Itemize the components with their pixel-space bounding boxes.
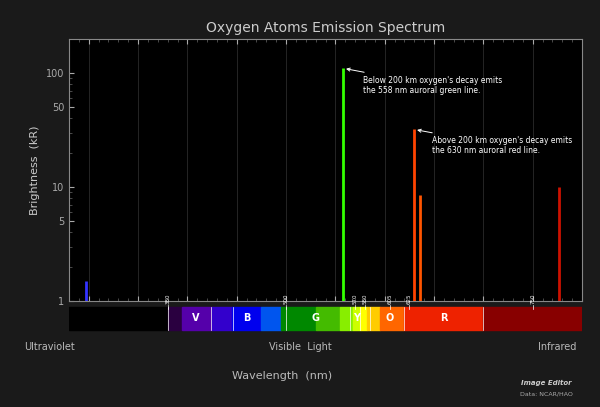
Text: 570: 570 (353, 293, 358, 304)
Text: 380: 380 (165, 293, 170, 304)
Bar (484, 306, 582, 330)
Bar (212, 306, 232, 330)
Bar (232, 306, 262, 330)
Bar (182, 306, 212, 330)
Bar (316, 306, 340, 330)
Text: Y: Y (353, 313, 361, 323)
Text: Image Editor: Image Editor (521, 380, 571, 386)
Text: R: R (440, 313, 448, 323)
Text: O: O (386, 313, 394, 323)
Bar (360, 306, 367, 330)
Text: V: V (191, 313, 199, 323)
Text: Above 200 km oxygen's decay emits
the 630 nm auroral red line.: Above 200 km oxygen's decay emits the 63… (418, 129, 572, 155)
Text: 605: 605 (387, 293, 392, 304)
Bar (281, 306, 316, 330)
Bar (353, 306, 360, 330)
Bar (69, 306, 167, 330)
Text: Data: NCAR/HAO: Data: NCAR/HAO (520, 391, 572, 396)
Text: B: B (243, 313, 250, 323)
Text: Below 200 km oxygen's decay emits
the 558 nm auroral green line.: Below 200 km oxygen's decay emits the 55… (347, 68, 502, 95)
Text: Ultraviolet: Ultraviolet (24, 342, 75, 352)
Bar (367, 306, 380, 330)
Text: 500: 500 (284, 293, 289, 304)
Title: Oxygen Atoms Emission Spectrum: Oxygen Atoms Emission Spectrum (206, 21, 445, 35)
Bar (262, 306, 281, 330)
Text: G: G (311, 313, 320, 323)
Text: 625: 625 (407, 293, 412, 304)
Text: Visible  Light: Visible Light (269, 342, 331, 352)
Bar (340, 306, 353, 330)
Text: 750: 750 (530, 293, 535, 304)
Y-axis label: Brightness  (kR): Brightness (kR) (30, 125, 40, 214)
Bar (404, 306, 484, 330)
Bar (167, 306, 182, 330)
Text: 580: 580 (362, 293, 367, 304)
Bar (380, 306, 404, 330)
Text: Wavelength  (nm): Wavelength (nm) (232, 371, 332, 381)
Text: Infrared: Infrared (538, 342, 576, 352)
